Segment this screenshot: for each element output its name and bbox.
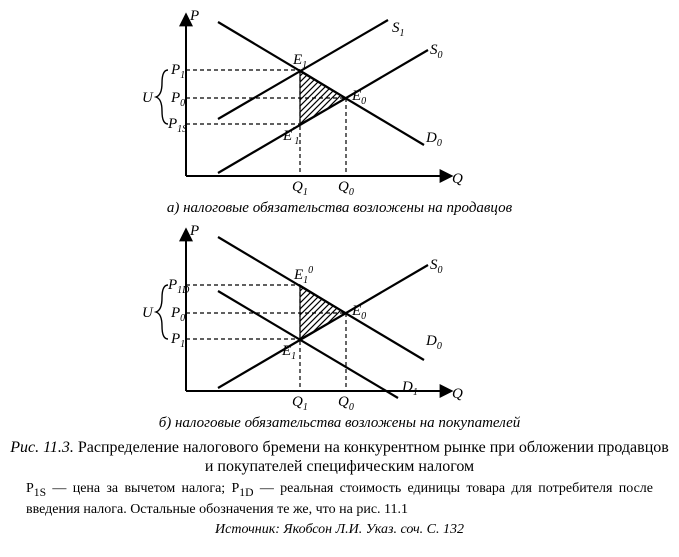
label-q1-b: Q1 — [292, 394, 308, 413]
chart-b: P Q U P1D P0 P1 Q1 Q0 E10 E0 E1 S0 D0 D1 — [68, 223, 518, 413]
label-p1-a: P1 — [170, 62, 185, 81]
label-e1-b: E1 — [281, 343, 296, 362]
label-s0-b: S0 — [430, 257, 443, 276]
label-p1-b: P1 — [170, 331, 185, 350]
label-q-b: Q — [452, 386, 463, 402]
label-p1s-a: P1S — [167, 116, 187, 135]
label-e0-a: E0 — [351, 88, 366, 107]
label-p-a: P — [189, 8, 199, 24]
figure-title: Распределение налогового бремени на конк… — [78, 439, 669, 475]
figure-desc: P1S — цена за вычетом налога; P1D — реал… — [26, 480, 653, 518]
label-d0-a: D0 — [425, 130, 442, 149]
label-s1-a: S1 — [392, 20, 405, 39]
label-q1-a: Q1 — [292, 179, 308, 198]
dwl-triangle-a — [300, 70, 346, 124]
label-p0-b: P0 — [170, 305, 185, 324]
label-q0-b: Q0 — [338, 394, 354, 413]
label-u-b: U — [142, 305, 154, 321]
figure-number: Рис. 11.3. — [10, 439, 74, 456]
label-s0-a: S0 — [430, 42, 443, 61]
chart-a: P Q U P1 P0 P1S Q1 Q0 E1 E0 E′1 S1 S0 D0 — [68, 8, 518, 198]
caption-b: б) налоговые обязательства возложены на … — [8, 415, 671, 432]
label-d0-b: D0 — [425, 333, 442, 352]
brace-u-a — [156, 70, 168, 124]
dwl-triangle-b — [300, 285, 346, 339]
label-e1p-a: E′1 — [282, 126, 299, 147]
label-e0-b: E0 — [351, 303, 366, 322]
label-q0-a: Q0 — [338, 179, 354, 198]
panel-b: P Q U P1D P0 P1 Q1 Q0 E10 E0 E1 S0 D0 D1… — [8, 223, 671, 432]
figure-source: Источник: Якобсон Л.И. Указ. соч. С. 132 — [8, 522, 671, 538]
label-q-a: Q — [452, 171, 463, 187]
label-p-b: P — [189, 223, 199, 239]
figure-caption: Рис. 11.3. Распределение налогового брем… — [8, 438, 671, 476]
panel-a: P Q U P1 P0 P1S Q1 Q0 E1 E0 E′1 S1 S0 D0… — [8, 8, 671, 217]
caption-a: а) налоговые обязательства возложены на … — [8, 200, 671, 217]
label-d1-b: D1 — [401, 379, 418, 398]
brace-u-b — [156, 285, 168, 339]
label-p0-a: P0 — [170, 90, 185, 109]
label-u-a: U — [142, 90, 154, 106]
label-e10-b: E10 — [293, 265, 313, 286]
